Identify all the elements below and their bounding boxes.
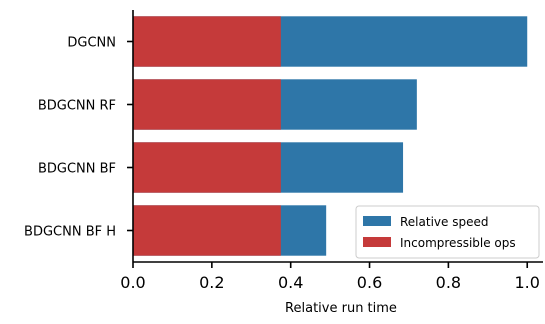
x-tick-label: 0.8 — [436, 273, 461, 292]
x-tick-label: 0.2 — [199, 273, 224, 292]
bar-incompressible-ops-bdgcnn-bf-h — [133, 205, 281, 256]
legend-swatch-incompressible-ops — [363, 237, 391, 247]
x-tick-label: 1.0 — [515, 273, 540, 292]
bars-layer — [133, 16, 528, 256]
bar-incompressible-ops-bdgcnn-bf — [133, 142, 281, 193]
legend-label: Relative speed — [400, 215, 488, 229]
y-tick-label: BDGCNN BF H — [24, 225, 116, 240]
legend: Relative speed Incompressible ops — [355, 205, 540, 259]
bar-incompressible-ops-dgcnn — [133, 16, 281, 67]
axes-layer: DGCNN BDGCNN RF BDGCNN BF BDGCNN BF H 0.0 0.2… — [24, 10, 543, 292]
x-tick-label: 0.6 — [357, 273, 382, 292]
x-tick-label: 0.0 — [120, 273, 145, 292]
bar-incompressible-ops-bdgcnn-rf — [133, 79, 281, 130]
x-axis-label: Relative run time — [285, 301, 397, 316]
legend-box — [355, 205, 540, 259]
legend-swatch-relative-speed — [363, 216, 391, 226]
y-tick-label: BDGCNN BF — [38, 162, 116, 177]
legend-label: Incompressible ops — [400, 236, 516, 250]
x-tick-label: 0.4 — [278, 273, 303, 292]
y-tick-label: DGCNN — [67, 36, 116, 51]
y-tick-label: BDGCNN RF — [38, 99, 116, 114]
